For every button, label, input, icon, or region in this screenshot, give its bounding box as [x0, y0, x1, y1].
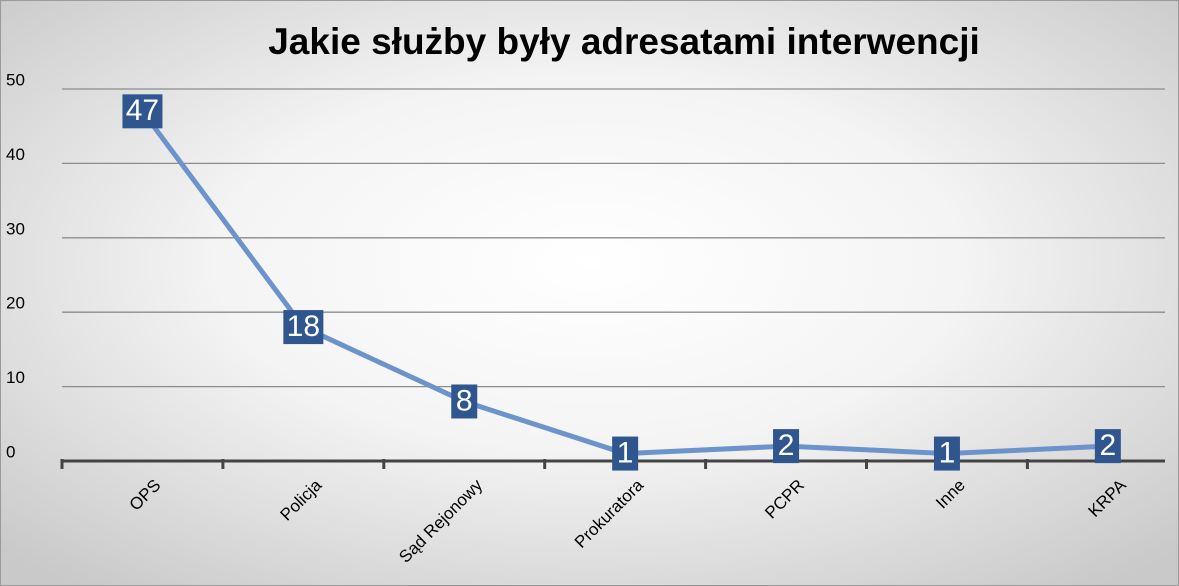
y-tick-label: 20 — [6, 294, 25, 313]
data-label-box — [1094, 429, 1121, 464]
y-tick-label: 50 — [6, 70, 25, 89]
data-label-box — [122, 94, 163, 129]
y-tick-label: 40 — [6, 145, 25, 164]
data-label-box — [283, 310, 324, 345]
data-label: 18 — [287, 310, 320, 343]
data-label-box — [612, 436, 639, 471]
y-tick-label: 30 — [6, 219, 25, 238]
data-label: 1 — [939, 436, 956, 469]
data-label: 2 — [778, 429, 795, 462]
data-label-box — [773, 429, 800, 464]
chart-title: Jakie służby były adresatami interwencji — [268, 21, 980, 62]
data-label-box — [933, 436, 960, 471]
data-label: 1 — [617, 436, 634, 469]
data-label: 8 — [456, 384, 473, 417]
data-label: 47 — [126, 94, 159, 127]
data-label: 2 — [1100, 429, 1117, 462]
y-tick-label: 10 — [6, 368, 25, 387]
y-tick-label: 0 — [6, 442, 15, 461]
data-label-box — [451, 384, 478, 419]
